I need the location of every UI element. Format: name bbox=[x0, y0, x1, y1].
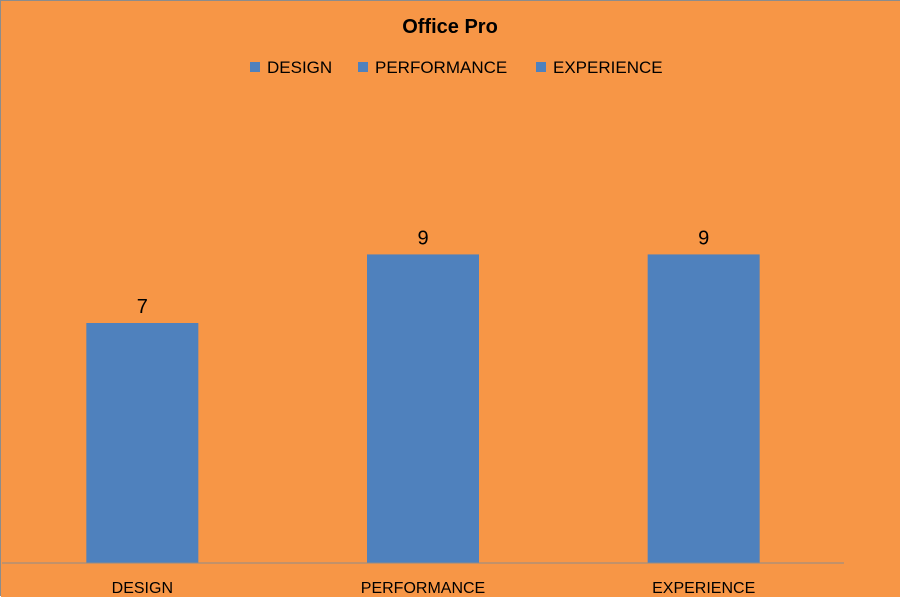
legend-swatch bbox=[536, 62, 546, 72]
x-tick-label-experience: EXPERIENCE bbox=[652, 580, 755, 597]
data-label-performance: 9 bbox=[417, 227, 428, 249]
bar-performance bbox=[367, 254, 479, 563]
legend-label: DESIGN bbox=[267, 58, 332, 77]
legend-item-performance: PERFORMANCE bbox=[358, 58, 507, 77]
data-label-experience: 9 bbox=[698, 227, 709, 249]
chart-title: Office Pro bbox=[402, 16, 498, 38]
bars-group: 7 9 9 bbox=[86, 227, 760, 563]
legend-item-design: DESIGN bbox=[250, 58, 332, 77]
legend-item-experience: EXPERIENCE bbox=[536, 58, 663, 77]
legend-label: PERFORMANCE bbox=[375, 58, 507, 77]
bar-design bbox=[86, 323, 199, 563]
legend: DESIGN PERFORMANCE EXPERIENCE bbox=[250, 58, 663, 77]
legend-label: EXPERIENCE bbox=[553, 58, 663, 77]
data-label-design: 7 bbox=[137, 296, 148, 318]
bar-experience bbox=[647, 254, 760, 563]
legend-swatch bbox=[250, 62, 260, 72]
x-tick-labels: DESIGN PERFORMANCE EXPERIENCE bbox=[112, 580, 756, 597]
x-tick-label-performance: PERFORMANCE bbox=[361, 580, 485, 597]
legend-swatch bbox=[358, 62, 368, 72]
x-tick-label-design: DESIGN bbox=[112, 580, 173, 597]
